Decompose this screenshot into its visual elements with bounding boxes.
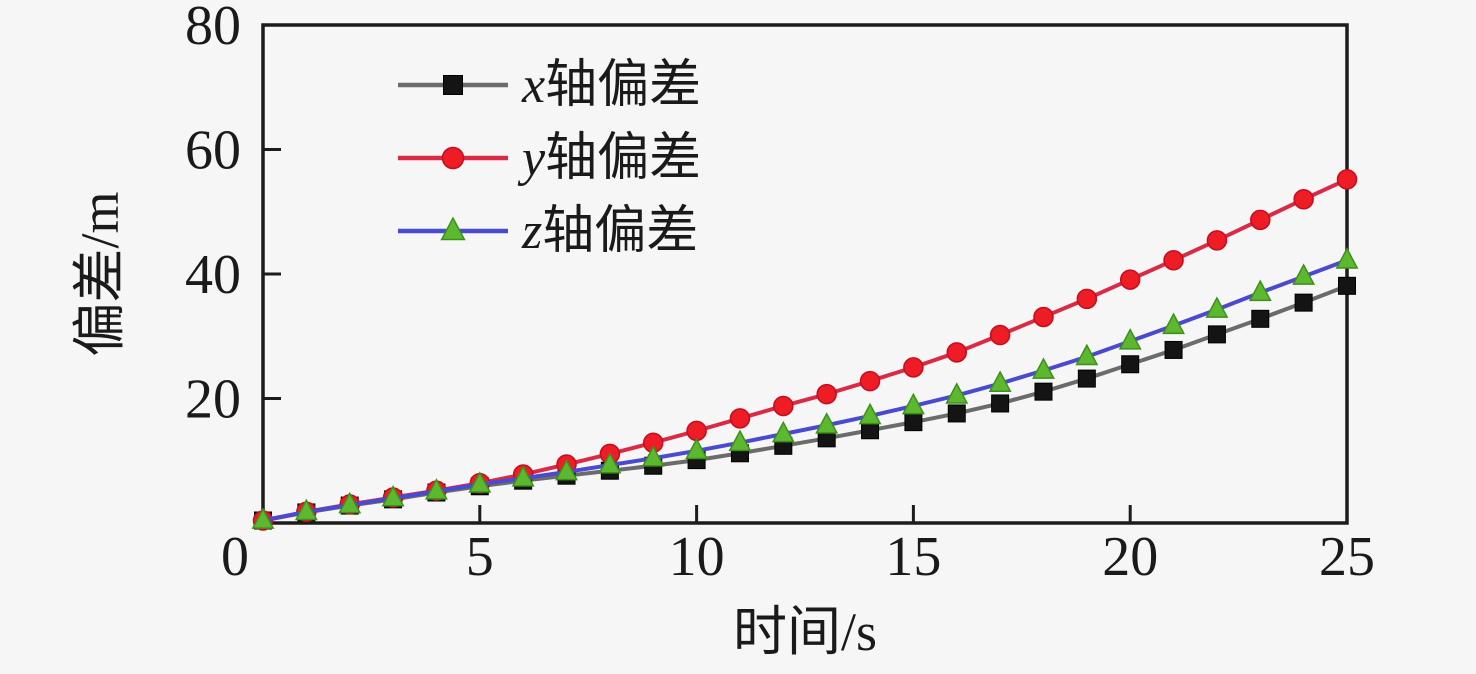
legend-label-y: y轴偏差: [517, 130, 701, 187]
x-tick-label: 25: [1319, 526, 1375, 588]
marker-circle: [729, 408, 751, 429]
marker-triangle: [598, 451, 622, 474]
marker-square: [1207, 325, 1226, 344]
x-axis-label: 时间/s: [732, 602, 878, 662]
marker-square: [443, 75, 463, 95]
marker-circle: [1163, 250, 1184, 271]
y-tick-label: 20: [185, 369, 241, 431]
y-tick-label: 80: [185, 0, 241, 57]
marker-circle: [1033, 306, 1054, 328]
marker-triangle: [1292, 263, 1316, 285]
x-tick-label: 5: [466, 526, 494, 588]
x-tick-label: 20: [1102, 526, 1158, 588]
marker-circle: [1336, 169, 1358, 190]
marker-square: [991, 394, 1010, 413]
marker-circle: [773, 395, 794, 417]
marker-triangle: [1118, 328, 1142, 350]
marker-square: [1164, 340, 1183, 359]
marker-triangle: [1205, 296, 1229, 318]
marker-square: [1251, 309, 1270, 328]
marker-triangle: [728, 429, 752, 452]
marker-triangle: [424, 478, 448, 500]
marker-triangle: [1032, 357, 1055, 379]
legend-label-z: z轴偏差: [521, 203, 698, 260]
marker-triangle: [251, 507, 275, 529]
y-axis-label: 偏差/m: [70, 191, 130, 357]
marker-triangle: [1335, 247, 1359, 269]
marker-square: [1294, 293, 1313, 312]
marker-triangle: [771, 420, 795, 443]
marker-circle: [989, 324, 1011, 346]
marker-square: [947, 404, 966, 423]
marker-circle: [946, 342, 968, 363]
marker-circle: [859, 370, 881, 392]
marker-square: [1338, 276, 1356, 295]
marker-square: [1121, 355, 1140, 374]
marker-triangle: [945, 382, 969, 404]
marker-triangle: [685, 437, 709, 460]
marker-triangle: [641, 445, 665, 467]
marker-triangle: [1075, 343, 1099, 366]
marker-triangle: [294, 498, 318, 521]
y-tick-label: 40: [185, 244, 241, 306]
marker-square: [1077, 369, 1096, 388]
marker-circle: [903, 357, 924, 378]
marker-triangle: [338, 491, 362, 514]
plot-frame: [261, 23, 1349, 525]
marker-triangle: [381, 484, 405, 507]
marker-triangle: [815, 412, 839, 434]
marker-circle: [441, 146, 465, 170]
marker-circle: [686, 420, 707, 442]
marker-triangle: [555, 458, 578, 481]
marker-triangle: [1248, 279, 1272, 302]
marker-circle: [1250, 209, 1271, 231]
marker-circle: [1206, 230, 1228, 251]
marker-square: [904, 413, 923, 432]
marker-triangle: [1162, 312, 1186, 335]
marker-triangle: [468, 471, 492, 493]
marker-triangle: [988, 370, 1012, 392]
x-tick-label: 10: [669, 526, 725, 588]
legend-label-x: x轴偏差: [521, 57, 701, 114]
x-tick-label: 0: [221, 526, 249, 588]
marker-circle: [1119, 269, 1141, 290]
marker-circle: [816, 383, 837, 405]
series-line-z: [262, 258, 1348, 523]
x-tick-label: 15: [885, 526, 941, 588]
marker-triangle: [858, 402, 882, 425]
marker-circle: [1293, 189, 1314, 210]
marker-circle: [1076, 288, 1098, 310]
y-tick-label: 60: [185, 120, 241, 182]
marker-square: [1034, 382, 1053, 401]
marker-triangle: [901, 392, 925, 415]
marker-triangle: [440, 216, 466, 241]
marker-triangle: [511, 465, 535, 487]
